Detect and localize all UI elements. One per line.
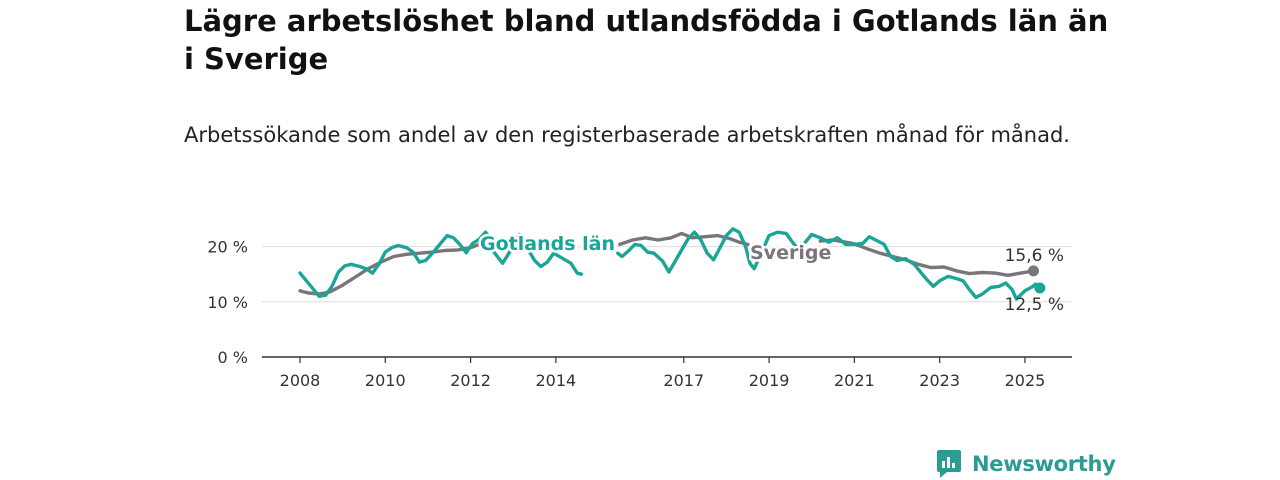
series-line-sverige [618,231,750,247]
y-tick-label: 10 % [207,293,248,312]
newsworthy-logo-icon [937,450,961,478]
series-line-sverige [298,242,488,296]
series-label-sverige: Sverige [750,242,831,264]
x-tick-label: 2025 [1005,371,1046,390]
brand-logo: Newsworthy [936,448,1116,480]
x-tick-label: 2008 [280,371,321,390]
chart-subtitle: Arbetssökande som andel av den registerb… [184,123,1070,147]
series-line-gotland [616,227,1042,301]
y-tick-label: 0 % [218,348,248,367]
end-label-sverige: 15,6 % [1005,246,1064,266]
x-tick-label: 2023 [919,371,960,390]
end-point-gotland [1034,282,1046,294]
series-lines [298,227,1046,301]
x-tick-label: 2012 [450,371,491,390]
x-tick-label: 2019 [749,371,790,390]
end-point-sverige [1027,265,1039,277]
end-label-gotland: 12,5 % [1005,295,1064,315]
series-labels: Gotlands län Sverige 15,6 % 12,5 % [478,231,1065,316]
x-tick-label: 2017 [663,371,704,390]
y-tick-label: 20 % [207,238,248,257]
x-tick-label: 2010 [365,371,406,390]
series-line-gotland [298,230,584,298]
axes: 0 % 10 % 20 % 2008 2010 2012 2014 2017 2019 2021 2… [207,238,1072,390]
x-tick-label: 2021 [834,371,875,390]
brand-name: Newsworthy [972,452,1116,476]
series-label-gotland: Gotlands län [480,233,615,255]
chart-title: Lägre arbetslöshet bland utlandsfödda i … [184,4,1109,76]
x-tick-label: 2014 [536,371,577,390]
